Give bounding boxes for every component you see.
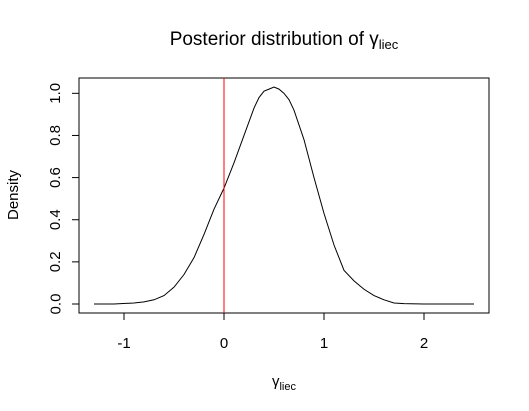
- x-axis: -1 0 1 2: [117, 312, 428, 352]
- y-tick-label: 0.6: [47, 167, 64, 188]
- x-axis-title-main: γ: [272, 373, 280, 390]
- plot-marks: [94, 78, 474, 313]
- density-curve: [94, 86, 474, 305]
- plot-frame: [78, 77, 490, 314]
- y-tick-label: 0.4: [47, 209, 64, 230]
- y-tick-label: 0.2: [47, 251, 64, 272]
- x-tick-label: -1: [117, 335, 130, 352]
- chart-title-subscript: liec: [379, 37, 399, 52]
- x-tick-label: 0: [220, 335, 228, 352]
- x-axis-title-subscript: liec: [279, 381, 296, 393]
- chart-title: Posterior distribution of γliec: [170, 29, 399, 52]
- x-axis-title: γliec: [272, 373, 297, 393]
- chart-title-main: Posterior distribution of γ: [170, 29, 380, 50]
- y-tick-label: 0.8: [47, 125, 64, 146]
- y-tick-label: 1.0: [47, 83, 64, 104]
- y-tick-label: 0.0: [47, 294, 64, 315]
- x-tick-label: 1: [320, 335, 328, 352]
- x-tick-label: 2: [420, 335, 428, 352]
- y-axis-title: Density: [5, 169, 22, 220]
- y-axis: 0.0 0.2 0.4 0.6 0.8 1.0: [47, 83, 80, 315]
